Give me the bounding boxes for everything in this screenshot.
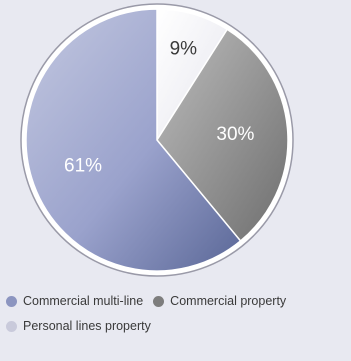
slice-value-label: 9% xyxy=(170,38,198,59)
legend-label: Commercial multi-line xyxy=(23,294,144,308)
pie-slice-commercial-property xyxy=(156,28,289,242)
legend-label: Commercial property xyxy=(170,294,287,308)
pie-slice-commercial-multi-line xyxy=(25,8,242,272)
legend-row: Personal lines property xyxy=(6,317,351,335)
slice-value-label: 61% xyxy=(64,156,102,177)
legend-item-commercial-property: Commercial property xyxy=(153,294,286,308)
legend-swatch xyxy=(6,295,17,307)
pie-outer-ring-border xyxy=(20,3,294,277)
legend-label: Personal lines property xyxy=(23,319,151,333)
pie-chart: 9% 30% 61% xyxy=(20,3,294,277)
slice-value-label: 30% xyxy=(216,124,254,145)
legend-swatch xyxy=(153,295,165,307)
legend-item-commercial-multi-line: Commercial multi-line xyxy=(6,294,143,308)
legend-row: Commercial multi-line Commercial propert… xyxy=(6,292,351,310)
legend-item-personal-lines-property: Personal lines property xyxy=(6,319,151,333)
legend-swatch xyxy=(6,320,17,332)
legend: Commercial multi-line Commercial propert… xyxy=(6,292,351,342)
